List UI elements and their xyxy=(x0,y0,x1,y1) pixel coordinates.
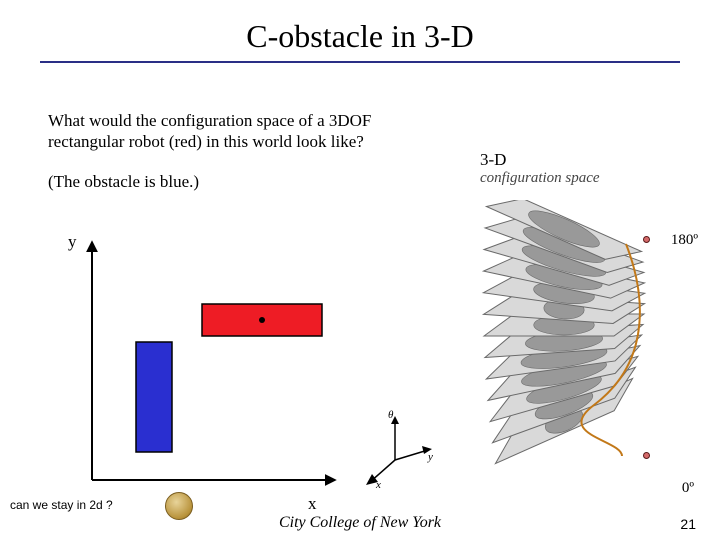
stay-2d-note: can we stay in 2d ? xyxy=(10,498,113,512)
title-rule xyxy=(40,61,680,63)
workspace-diagram xyxy=(82,240,342,490)
mini-y-label: y xyxy=(427,451,433,463)
parenthetical-text: (The obstacle is blue.) xyxy=(48,172,199,192)
angle-marker-top xyxy=(643,236,650,243)
stack-svg xyxy=(454,200,664,480)
cspace-stack-diagram xyxy=(454,200,664,460)
robot-centroid-dot xyxy=(259,317,265,323)
cspace-sublabel: configuration space xyxy=(480,170,600,187)
angle-marker-bottom xyxy=(643,452,650,459)
page-number: 21 xyxy=(680,516,696,532)
obstacle-rect xyxy=(136,342,172,452)
workspace-svg xyxy=(82,240,342,490)
cspace-label: 3-D xyxy=(480,150,506,170)
y-axis-label: y xyxy=(68,232,77,252)
angle-0-label: 0º xyxy=(682,480,694,497)
mini-x-label: x xyxy=(375,479,381,490)
question-text: What would the configuration space of a … xyxy=(48,110,408,153)
slide-title: C-obstacle in 3-D xyxy=(0,0,720,55)
footer-text: City College of New York xyxy=(0,514,720,532)
x-axis-label: x xyxy=(308,494,317,514)
mini-axes-diagram: θ y x xyxy=(350,410,440,490)
mini-y-axis xyxy=(395,450,428,460)
angle-180-label: 180º xyxy=(671,232,698,249)
mini-theta-label: θ xyxy=(388,410,394,421)
